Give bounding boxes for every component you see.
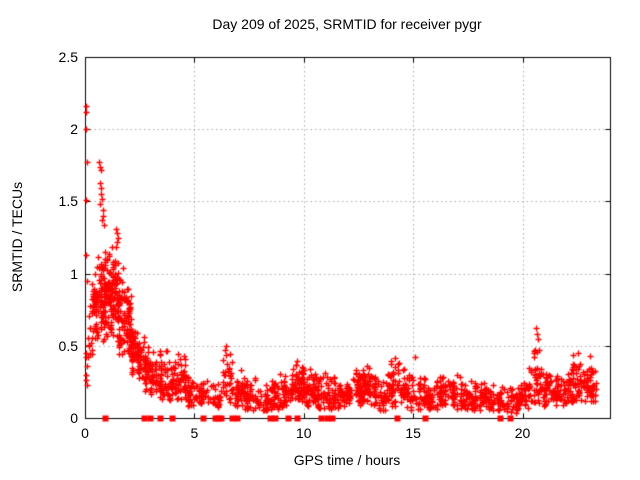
y-tick-label: 1 [70, 265, 78, 282]
y-tick-label: 0 [70, 410, 78, 426]
y-tick-label: 0.5 [58, 337, 78, 354]
x-tick-label: 5 [190, 425, 199, 441]
y-tick-label: 1.5 [58, 193, 78, 210]
x-axis-label: GPS time / hours [293, 452, 401, 468]
y-tick-label: 2 [70, 121, 78, 138]
chart-title: Day 209 of 2025, SRMTID for receiver pyg… [212, 16, 482, 32]
x-tick-label: 10 [295, 425, 312, 441]
x-tick-label: 20 [514, 425, 531, 441]
x-tick-label: 0 [81, 425, 89, 441]
y-tick-label: 2.5 [58, 49, 78, 65]
x-tick-label: 15 [405, 425, 421, 441]
